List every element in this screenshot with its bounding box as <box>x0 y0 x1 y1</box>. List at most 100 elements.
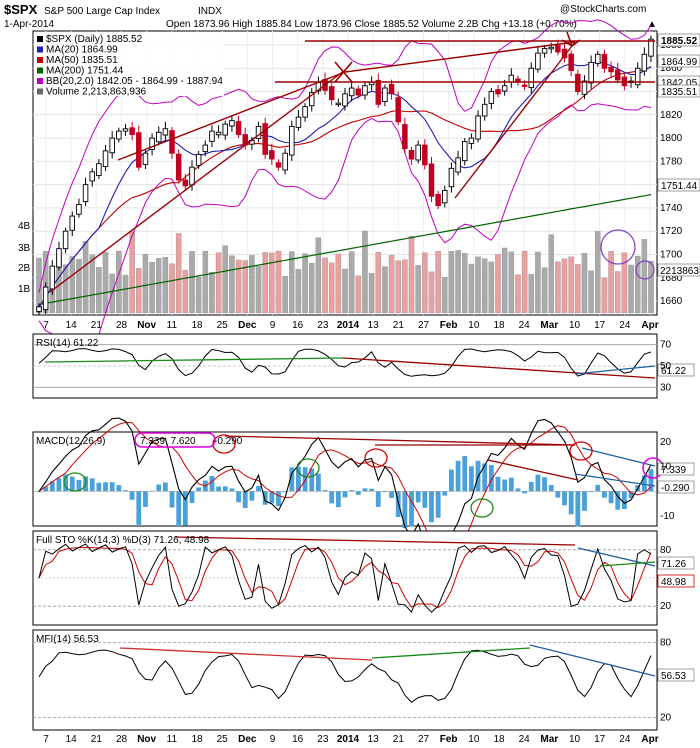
mfi-panel <box>32 629 658 731</box>
volume-highlight-circle-small <box>635 260 655 280</box>
panel-tick-label: 50 <box>660 361 672 372</box>
panel-axes: 70 50 30 20 10 -10 80 20 80 20 <box>660 340 675 724</box>
x-tick-label-bottom: 10 <box>569 734 581 745</box>
macd-histogram-bar <box>389 491 394 498</box>
x-tick-label: 24 <box>519 320 531 331</box>
volume-bar <box>495 254 501 314</box>
ticker-exchange: INDX <box>198 6 222 17</box>
up-arrow-icon: ▲ <box>647 19 657 30</box>
macd-panel <box>32 431 658 527</box>
volume-bar <box>122 274 129 314</box>
panel-tick-label: 20 <box>660 601 672 612</box>
macd-histogram-bar <box>209 476 215 492</box>
x-tick-label-bottom: 2014 <box>337 734 360 745</box>
rsi-trend-red <box>342 357 656 379</box>
ohlc-text: Open 1873.96 High 1885.84 Low 1873.96 Cl… <box>166 19 577 30</box>
rsi-line <box>38 348 652 377</box>
volume-bar <box>229 255 235 314</box>
volume-badge-box <box>657 263 700 277</box>
candle-body <box>481 103 488 117</box>
volume-bar <box>222 245 229 314</box>
x-tick-label: Feb <box>440 320 458 331</box>
volume-bar <box>402 259 408 314</box>
volume-bar <box>249 255 255 314</box>
candle-body <box>588 61 594 84</box>
rsi-title: RSI(14) 61.22 <box>36 338 99 349</box>
x-tick-label-bottom: 18 <box>493 734 505 745</box>
volume-bar <box>475 256 481 314</box>
macd-histogram-bar <box>116 485 122 492</box>
volume-bar <box>575 264 581 314</box>
sto-lines: 71.26 48.98 <box>33 536 695 614</box>
macd-histogram-bar <box>269 491 275 504</box>
x-tick-label: 17 <box>594 320 606 331</box>
volume-bar <box>515 274 521 314</box>
mfi-line <box>38 649 652 703</box>
volume-bar <box>102 251 109 314</box>
volume-bar <box>535 251 541 314</box>
volume-bar <box>435 250 441 314</box>
macd-badge-text: 7.339 <box>661 465 686 476</box>
price-badge-text: 1842.05 <box>661 78 698 89</box>
macd-histogram-bar <box>216 486 222 492</box>
rsi-badge-box <box>657 363 695 377</box>
macd-histogram-bar <box>69 476 75 492</box>
macd-tick-label: 10 <box>660 462 672 473</box>
macd-highlight-circle <box>296 458 320 478</box>
volume-bar <box>328 262 335 314</box>
x-tick-label: 14 <box>66 320 78 331</box>
volume-bar <box>89 254 95 314</box>
candle-body <box>422 144 428 166</box>
macd-trend-red-1 <box>224 435 576 446</box>
candle-body <box>175 153 182 181</box>
candle-body <box>442 190 448 204</box>
candle-body <box>235 121 242 136</box>
legend-swatch <box>37 88 43 95</box>
volume-tick-label: 3B <box>18 243 31 254</box>
price-badge-text: 1835.51 <box>661 87 698 98</box>
volume-bar <box>162 256 169 314</box>
x-tick-label: Apr <box>641 320 658 331</box>
macd-histogram-bar <box>43 486 49 492</box>
macd-histogram-bar <box>415 491 421 503</box>
volume-bar <box>648 260 654 314</box>
volume-axis: 4B 3B 2B 1B <box>18 221 31 295</box>
volume-bar <box>614 271 621 314</box>
volume-bar <box>262 252 268 314</box>
candle-body <box>162 128 169 136</box>
chart-date: 1-Apr-2014 <box>4 19 54 30</box>
macd-histogram-bar <box>555 491 561 498</box>
x-tick-label-bottom: Nov <box>137 734 156 745</box>
candle-body <box>634 67 641 86</box>
candle-body <box>215 131 222 136</box>
candle-body <box>468 137 475 144</box>
price-tick-label: 1700 <box>660 249 683 260</box>
panel-tick-label: 80 <box>660 545 672 556</box>
candle-body <box>149 137 155 150</box>
volume-bar <box>428 271 435 314</box>
candle-body <box>269 150 275 160</box>
macd-histogram-bar <box>309 468 315 492</box>
x-tick-label-bottom: 28 <box>116 734 128 745</box>
macd-histogram-bar <box>369 488 375 492</box>
x-tick-label-bottom: 11 <box>167 734 178 745</box>
candle-body <box>461 141 468 162</box>
bollinger-upper-line <box>38 19 652 294</box>
volume-bar <box>149 262 155 314</box>
ma200-line <box>38 194 652 306</box>
panel-tick-label: 80 <box>660 638 672 649</box>
x-tick-label: 13 <box>368 320 380 331</box>
legend-label: Volume 2,213,863,936 <box>46 87 147 98</box>
candle-body <box>229 120 235 127</box>
mfi-title: MFI(14) 56.53 <box>36 634 99 645</box>
x-tick-label: 27 <box>418 320 430 331</box>
candle-body <box>49 265 56 290</box>
x-tick-label: 16 <box>292 320 304 331</box>
price-tick-label: 1800 <box>660 133 683 144</box>
volume-bar <box>634 256 641 314</box>
x-tick-label-bottom: 18 <box>191 734 203 745</box>
volume-bar <box>302 253 308 314</box>
volume-bar <box>342 268 348 314</box>
macd-histogram-bar <box>129 491 135 500</box>
candle-body <box>535 52 541 70</box>
